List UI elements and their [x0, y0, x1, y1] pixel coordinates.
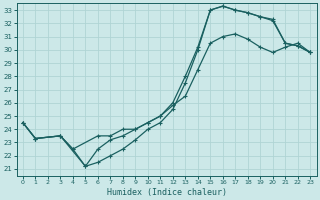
- X-axis label: Humidex (Indice chaleur): Humidex (Indice chaleur): [107, 188, 227, 197]
